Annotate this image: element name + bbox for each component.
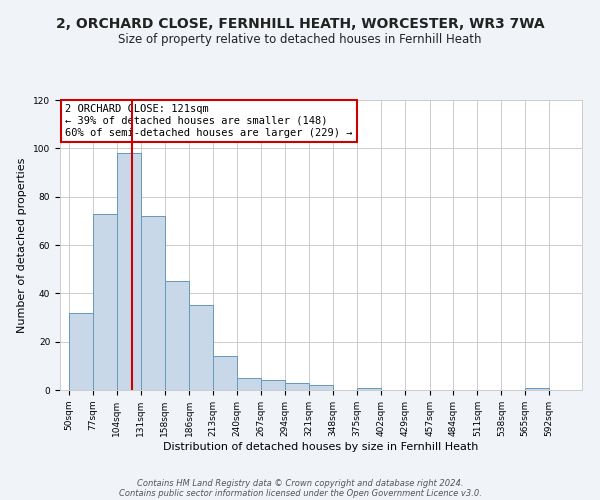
Bar bbox=[93, 214, 117, 390]
Y-axis label: Number of detached properties: Number of detached properties bbox=[17, 158, 28, 332]
X-axis label: Distribution of detached houses by size in Fernhill Heath: Distribution of detached houses by size … bbox=[163, 442, 479, 452]
Bar bbox=[190, 306, 214, 390]
Text: Size of property relative to detached houses in Fernhill Heath: Size of property relative to detached ho… bbox=[118, 32, 482, 46]
Bar bbox=[164, 281, 188, 390]
Bar bbox=[261, 380, 285, 390]
Bar bbox=[117, 153, 140, 390]
Text: Contains HM Land Registry data © Crown copyright and database right 2024.: Contains HM Land Registry data © Crown c… bbox=[137, 478, 463, 488]
Bar bbox=[237, 378, 261, 390]
Bar bbox=[525, 388, 549, 390]
Bar bbox=[69, 312, 93, 390]
Text: 2, ORCHARD CLOSE, FERNHILL HEATH, WORCESTER, WR3 7WA: 2, ORCHARD CLOSE, FERNHILL HEATH, WORCES… bbox=[56, 18, 544, 32]
Bar bbox=[357, 388, 381, 390]
Bar bbox=[214, 356, 237, 390]
Bar bbox=[285, 383, 309, 390]
Bar bbox=[140, 216, 164, 390]
Bar bbox=[309, 385, 333, 390]
Text: 2 ORCHARD CLOSE: 121sqm
← 39% of detached houses are smaller (148)
60% of semi-d: 2 ORCHARD CLOSE: 121sqm ← 39% of detache… bbox=[65, 104, 353, 138]
Text: Contains public sector information licensed under the Open Government Licence v3: Contains public sector information licen… bbox=[119, 488, 481, 498]
